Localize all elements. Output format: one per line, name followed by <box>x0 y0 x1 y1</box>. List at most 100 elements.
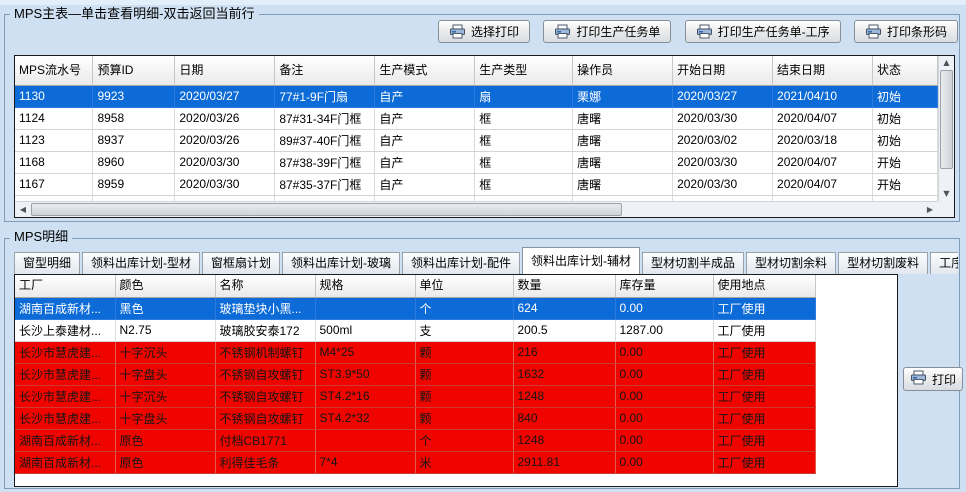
cell: 216 <box>513 341 616 364</box>
tab[interactable]: 窗框扇计划 <box>202 252 281 274</box>
cell: 1168 <box>15 151 94 174</box>
column-header[interactable]: 开始日期 <box>672 56 774 86</box>
cell: 624 <box>513 297 616 320</box>
cell: ST4.2*16 <box>315 385 416 408</box>
table-row[interactable]: 长沙市慧虎建... 十字沉头 不锈钢自攻螺钉 ST4.2*16 颗 1248 0.00 工厂使… <box>15 385 816 408</box>
table-row[interactable]: 长沙市慧虎建... 十字盘头 不锈钢自攻螺钉 ST4.2*32 颗 840 0.00 工厂使用 <box>15 407 816 430</box>
cell: 黑色 <box>115 297 216 320</box>
cell: 长沙市慧虎建... <box>15 363 116 386</box>
cell: 87#31-34F门框 <box>274 107 376 130</box>
cell: 2020/03/27 <box>672 85 774 108</box>
table-row[interactable]: 湖南百成新材... 原色 付档CB1771 个 1248 0.00 工厂使用 <box>15 429 816 452</box>
tab[interactable]: 领料出库计划-型材 <box>82 252 201 274</box>
table-row[interactable]: 1130 9923 2020/03/27 77#1-9F门扇 自产扇栗娜 2020/03/… <box>15 85 938 108</box>
column-header[interactable]: 名称 <box>215 275 316 298</box>
column-header[interactable]: 日期 <box>174 56 276 86</box>
table-row[interactable]: 长沙市慧虎建... 十字盘头 不锈钢自攻螺钉 ST3.9*50 颗 1632 0.00 工厂使… <box>15 363 816 386</box>
cell: 自产 <box>374 173 476 196</box>
cell: 颗 <box>415 363 514 386</box>
cell: 2020/03/27 <box>174 85 276 108</box>
tab[interactable]: 领料出库计划-配件 <box>402 252 521 274</box>
cell: 0.00 <box>615 451 714 474</box>
column-header[interactable]: 操作员 <box>572 56 674 86</box>
table-row[interactable]: 1124 8958 2020/03/26 87#31-34F门框 自产框唐曙 2020/0… <box>15 107 938 130</box>
cell: 8958 <box>92 107 176 130</box>
print-barcode-button[interactable]: 打印条形码 <box>853 20 958 43</box>
column-header[interactable]: 单位 <box>415 275 514 298</box>
cell: 2020/03/02 <box>672 129 774 152</box>
tab[interactable]: 领料出库计划-玻璃 <box>282 252 401 274</box>
cell: 2020/03/30 <box>174 151 276 174</box>
cell: 长沙上泰建材... <box>15 319 116 342</box>
table-row[interactable]: 长沙上泰建材... N2.75 玻璃胶安泰172 500ml 支 200.5 1287.00… <box>15 319 816 342</box>
horizontal-scrollbar-thumb[interactable] <box>31 203 622 216</box>
main-vertical-scrollbar[interactable]: ▲ ▼ <box>938 56 954 201</box>
cell: 2020/03/30 <box>672 107 774 130</box>
scroll-right-icon[interactable]: ▶ <box>926 204 934 214</box>
table-row[interactable]: 湖南百成新材... 原色 利得佳毛条 7*4 米 2911.81 0.00 工厂使用 <box>15 451 816 474</box>
button-label: 打印生产任务单 <box>576 25 661 39</box>
cell <box>92 195 176 201</box>
column-header[interactable]: 颜色 <box>115 275 216 298</box>
cell: 1167 <box>15 173 94 196</box>
column-header[interactable]: 数量 <box>513 275 616 298</box>
scroll-up-icon[interactable]: ▲ <box>943 58 950 67</box>
cell: 颗 <box>415 385 514 408</box>
cell: 89#37-40F门框 <box>274 129 376 152</box>
scroll-down-icon[interactable]: ▼ <box>943 189 950 198</box>
column-header[interactable]: 规格 <box>315 275 416 298</box>
tab[interactable]: 工序 <box>930 252 958 274</box>
column-header[interactable]: 状态 <box>872 56 938 86</box>
print-production-task-button[interactable]: 打印生产任务单 <box>543 20 672 43</box>
column-header[interactable]: 结束日期 <box>772 56 873 86</box>
cell: 长沙市慧虎建... <box>15 341 116 364</box>
print-production-task-process-button[interactable]: 打印生产任务单-工序 <box>684 20 841 43</box>
cell: 工厂使用 <box>713 297 816 320</box>
vertical-scrollbar-thumb[interactable] <box>940 70 953 169</box>
tab[interactable]: 型材切割废料 <box>838 252 929 274</box>
table-row[interactable]: 1167 8959 2020/03/30 87#35-37F门框 自产框唐曙 2020/0… <box>15 173 938 196</box>
cell: 十字沉头 <box>115 385 216 408</box>
cell: 自产 <box>374 129 476 152</box>
detail-print-button[interactable]: 打印 <box>903 367 964 391</box>
tab-active[interactable]: 领料出库计划-辅材 <box>522 247 641 274</box>
column-header[interactable]: MPS流水号 <box>15 56 94 86</box>
cell: 开始 <box>872 173 938 196</box>
partial-row[interactable] <box>15 195 938 201</box>
table-row[interactable]: 湖南百成新材... 黑色 玻璃垫块小黑... 个 624 0.00 工厂使用 <box>15 297 816 320</box>
cell: 栗娜 <box>572 85 674 108</box>
cell: 2020/03/18 <box>772 129 873 152</box>
tab[interactable]: 窗型明细 <box>14 252 81 274</box>
cell: 十字沉头 <box>115 341 216 364</box>
scroll-left-icon[interactable]: ◀ <box>19 204 27 214</box>
button-label: 打印生产任务单-工序 <box>717 25 830 39</box>
cell: 0.00 <box>615 297 714 320</box>
column-header[interactable]: 备注 <box>274 56 376 86</box>
table-row[interactable]: 1123 8937 2020/03/26 89#37-40F门框 自产框唐曙 2020/0… <box>15 129 938 152</box>
column-header[interactable]: 使用地点 <box>713 275 816 298</box>
cell: 2911.81 <box>513 451 616 474</box>
cell: 1124 <box>15 107 94 130</box>
main-panel-title: MPS主表—单击查看明细-双击返回当前行 <box>10 6 259 22</box>
table-row[interactable]: 1168 8960 2020/03/30 87#38-39F门框 自产框唐曙 2020/0… <box>15 151 938 174</box>
column-header[interactable]: 生产类型 <box>474 56 574 86</box>
cell: 颗 <box>415 407 514 430</box>
cell: 0.00 <box>615 341 714 364</box>
column-header[interactable]: 预算ID <box>92 56 176 86</box>
column-header[interactable]: 库存量 <box>615 275 714 298</box>
detail-table: 工厂 颜色 名称 规格 单位 数量 库存量 使用地点 湖南百成新材... 黑色 玻璃垫块小黑... 个… <box>15 275 816 474</box>
main-horizontal-scrollbar[interactable]: ◀ ▶ <box>15 201 938 217</box>
cell: 原色 <box>115 429 216 452</box>
detail-tabs: 窗型明细 领料出库计划-型材 窗框扇计划 领料出库计划-玻璃 领料出库计划-配件 领料出库… <box>14 247 958 274</box>
column-header[interactable]: 工厂 <box>15 275 116 298</box>
tab[interactable]: 型材切割半成品 <box>642 252 745 274</box>
table-row[interactable]: 长沙市慧虎建... 十字沉头 不锈钢机制螺钉 M4*25 颗 216 0.00 工厂使用 <box>15 341 816 364</box>
cell: 2020/04/07 <box>772 151 873 174</box>
cell: 2020/03/26 <box>174 107 276 130</box>
tab[interactable]: 型材切割余料 <box>746 252 837 274</box>
cell <box>315 297 416 320</box>
column-header[interactable]: 生产模式 <box>374 56 476 86</box>
printer-icon <box>555 24 571 39</box>
cell <box>374 195 476 201</box>
select-print-button[interactable]: 选择打印 <box>438 20 531 43</box>
